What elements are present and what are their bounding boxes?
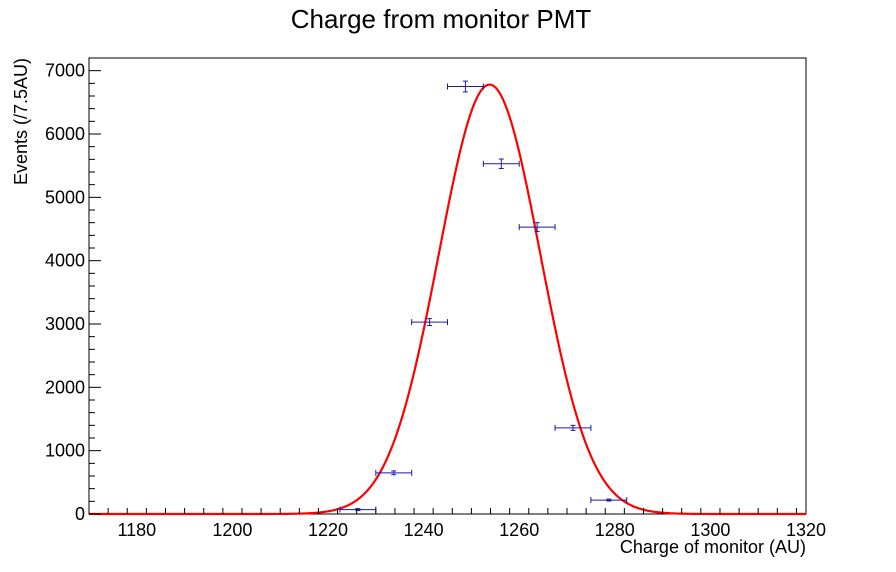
y-tick-label: 1000: [45, 441, 85, 461]
data-point: [518, 222, 556, 233]
fit-curve-group: [89, 83, 806, 516]
data-point: [447, 80, 484, 93]
x-tick-label: 1180: [117, 520, 156, 540]
y-tick-label: 6000: [45, 124, 85, 144]
x-tick-label: 1320: [786, 520, 826, 540]
x-tick-label: 1280: [595, 520, 635, 540]
data-point: [590, 497, 628, 504]
data-points-group: [339, 80, 628, 513]
y-tick-label: 3000: [45, 314, 85, 334]
y-tick-label: 4000: [45, 251, 85, 271]
y-axis-title: Events (/7.5AU): [11, 58, 31, 185]
data-point: [375, 469, 413, 476]
chart-title: Charge from monitor PMT: [291, 4, 592, 34]
x-tick-label: 1260: [499, 520, 539, 540]
y-tick-label: 0: [75, 504, 85, 524]
y-tick-label: 7000: [45, 61, 85, 81]
x-tick-label: 1300: [690, 520, 730, 540]
x-axis-title: Charge of monitor (AU): [620, 537, 806, 557]
data-point: [482, 158, 520, 170]
y-axis: 0 1000 2000 3000 4000 5000 6000 7000: [45, 57, 101, 524]
x-tick-label: 1220: [308, 520, 348, 540]
y-tick-label: 2000: [45, 377, 85, 397]
y-tick-label: 5000: [45, 187, 85, 207]
plot-area: [88, 57, 807, 515]
data-point: [554, 424, 592, 431]
gaussian-fit-curve: [89, 83, 806, 516]
data-point: [411, 318, 448, 327]
x-tick-label: 1200: [212, 520, 252, 540]
x-axis: 1180 1200 1220 1240 1260 1280 1300 1320: [88, 508, 826, 540]
plot-frame: [88, 57, 807, 515]
x-tick-label: 1240: [404, 520, 444, 540]
